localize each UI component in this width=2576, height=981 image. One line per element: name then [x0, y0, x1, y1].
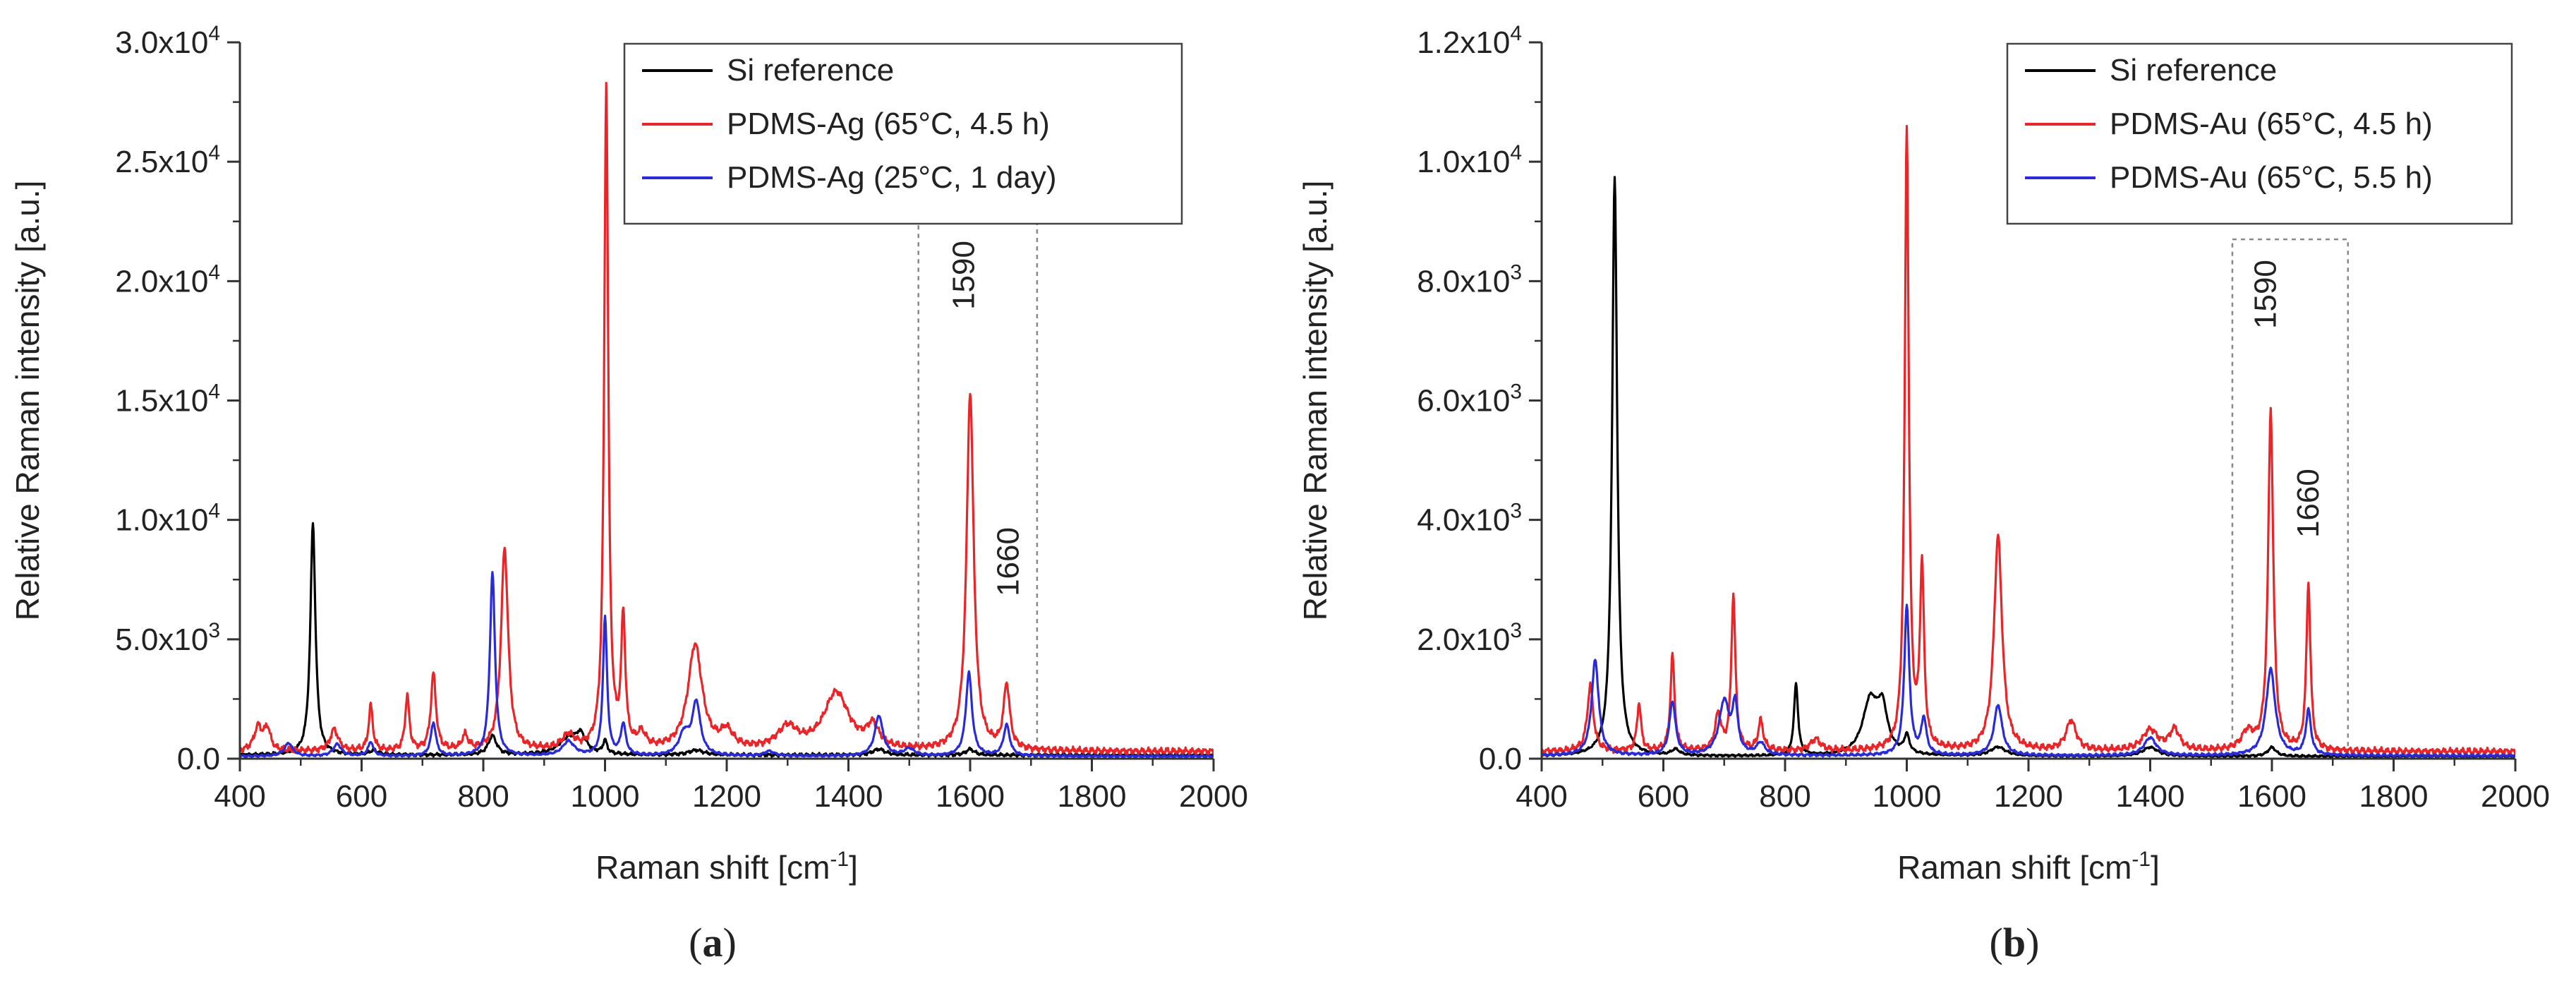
series-line-pdms-ag-25-c-1-day: [240, 570, 1214, 759]
x-tick-label: 800: [1759, 779, 1810, 814]
peak-label: 1590: [2248, 260, 2282, 329]
y-axis-title: Relative Raman intensity [a.u.]: [1297, 181, 1334, 621]
x-tick-label: 600: [1638, 779, 1689, 814]
x-tick-label: 1200: [692, 779, 761, 814]
x-tick-label: 1000: [571, 779, 640, 814]
y-tick-label: 1.0x104: [115, 500, 220, 538]
panel-label: (b): [1990, 920, 2040, 965]
x-tick-label: 1600: [2237, 779, 2306, 814]
peak-label: 1660: [2291, 469, 2326, 538]
y-tick-label: 0.0: [1479, 742, 1522, 776]
series-line-si-reference: [240, 522, 1214, 759]
x-tick-label: 600: [336, 779, 387, 814]
legend-entry: PDMS-Ag (65°C, 4.5 h): [727, 107, 1050, 141]
y-tick-label: 0.0: [177, 742, 220, 776]
y-tick-label: 4.0x103: [1417, 500, 1522, 538]
peak-label: 1590: [946, 241, 981, 310]
x-tick-label: 2000: [2481, 779, 2550, 814]
y-tick-label: 2.5x104: [115, 141, 220, 179]
y-tick-label: 3.0x104: [115, 22, 220, 60]
series-line-pdms-ag-65-c-4-5-h: [240, 81, 1214, 756]
x-tick-label: 400: [214, 779, 265, 814]
y-tick-label: 5.0x103: [115, 619, 220, 657]
y-axis-title: Relative Raman intensity [a.u.]: [9, 181, 46, 621]
x-tick-label: 1400: [814, 779, 883, 814]
chart-panel-a: 400 600 800 1000 1200 1400 1600 1800 2000 0.0 5.0x…: [9, 22, 1248, 965]
x-tick-label: 400: [1516, 779, 1567, 814]
legend-entry: PDMS-Au (65°C, 4.5 h): [2110, 107, 2433, 141]
series-line-pdms-au-65-c-5-5-h: [1542, 603, 2515, 759]
y-tick-label: 1.5x104: [115, 380, 220, 419]
legend-box: [2006, 42, 2513, 225]
y-tick-label: 1.0x104: [1417, 141, 1522, 179]
legend-entry: PDMS-Au (65°C, 5.5 h): [2110, 160, 2433, 195]
y-tick-label: 6.0x103: [1417, 380, 1522, 419]
x-tick-label: 1800: [2359, 779, 2429, 814]
x-tick-label: 2000: [1179, 779, 1248, 814]
chart-panel-b: 400 600 800 1000 1200 1400 1600 1800 2000 0.0 2.0x…: [1297, 22, 2550, 965]
x-tick-label: 1200: [1994, 779, 2063, 814]
legend-entry: Si reference: [727, 53, 894, 88]
highlight-box: [2231, 238, 2350, 760]
y-tick-label: 1.2x104: [1417, 22, 1522, 60]
series-line-pdms-au-65-c-4-5-h: [1542, 125, 2515, 757]
y-tick-label: 2.0x103: [1417, 619, 1522, 657]
peak-label: 1660: [991, 527, 1025, 596]
legend-entry: Si reference: [2110, 53, 2277, 88]
x-tick-label: 1600: [936, 779, 1005, 814]
series-line-si-reference: [1542, 176, 2515, 759]
x-tick-label: 1400: [2116, 779, 2185, 814]
x-axis-title: Raman shift [cm-1]: [1897, 848, 2160, 886]
legend-box: [623, 42, 1183, 225]
panel-label: (a): [689, 920, 737, 965]
x-axis-title: Raman shift [cm-1]: [595, 848, 858, 886]
x-tick-label: 800: [457, 779, 509, 814]
x-tick-label: 1000: [1873, 779, 1942, 814]
y-tick-label: 2.0x104: [115, 260, 220, 299]
x-tick-label: 1800: [1058, 779, 1127, 814]
y-tick-label: 8.0x103: [1417, 260, 1522, 299]
legend-entry: PDMS-Ag (25°C, 1 day): [727, 160, 1057, 195]
